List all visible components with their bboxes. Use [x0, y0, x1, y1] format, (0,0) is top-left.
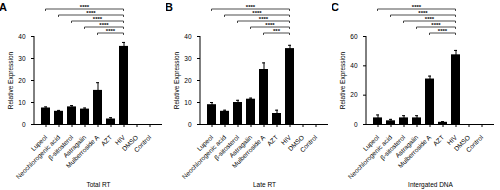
svg-text:β-sitosterol: β-sitosterol	[212, 133, 241, 162]
svg-text:Astragalin: Astragalin	[227, 133, 254, 159]
svg-text:10: 10	[18, 99, 26, 106]
svg-text:30: 30	[18, 55, 26, 62]
svg-text:10: 10	[184, 99, 192, 106]
svg-text:Relative Expression: Relative Expression	[173, 51, 181, 109]
svg-text:HIV: HIV	[113, 133, 127, 147]
svg-text:Relative Expression: Relative Expression	[339, 51, 347, 109]
svg-text:40: 40	[350, 62, 358, 69]
svg-text:20: 20	[184, 77, 192, 84]
svg-text:****: ****	[438, 28, 448, 34]
svg-text:DMSO: DMSO	[120, 133, 140, 153]
svg-text:Late RT: Late RT	[253, 181, 276, 188]
svg-text:Control: Control	[132, 133, 152, 153]
svg-text:20: 20	[18, 77, 26, 84]
svg-text:AZT: AZT	[100, 134, 114, 148]
svg-text:Lupeol: Lupeol	[29, 133, 49, 153]
svg-text:Mulberroside A: Mulberroside A	[397, 133, 433, 169]
svg-text:Astragalin: Astragalin	[61, 133, 88, 159]
svg-text:Mulberroside A: Mulberroside A	[65, 133, 101, 169]
svg-text:β-sitosterol: β-sitosterol	[46, 133, 75, 162]
svg-text:DMSO: DMSO	[452, 133, 472, 153]
svg-text:Total RT: Total RT	[86, 181, 110, 188]
svg-text:AZT: AZT	[266, 134, 280, 148]
svg-text:30: 30	[184, 55, 192, 62]
svg-text:60: 60	[350, 33, 358, 40]
svg-text:0: 0	[354, 121, 358, 128]
svg-text:0: 0	[22, 121, 26, 128]
svg-text:40: 40	[18, 33, 26, 40]
svg-text:B: B	[166, 1, 173, 13]
svg-text:Control: Control	[464, 133, 484, 153]
svg-text:Relative Expression: Relative Expression	[7, 51, 15, 109]
svg-text:DMSO: DMSO	[286, 133, 306, 153]
svg-text:***: ***	[273, 28, 281, 34]
svg-text:Neochlorogenic acid: Neochlorogenic acid	[14, 133, 62, 181]
svg-text:Astragalin: Astragalin	[393, 133, 420, 159]
svg-text:Lupeol: Lupeol	[195, 133, 215, 153]
svg-text:0: 0	[188, 121, 192, 128]
svg-text:A: A	[0, 1, 7, 13]
svg-text:HIV: HIV	[445, 133, 459, 147]
svg-text:C: C	[332, 1, 339, 13]
svg-text:40: 40	[184, 33, 192, 40]
svg-text:Mulberroside A: Mulberroside A	[231, 133, 267, 169]
svg-text:Lupeol: Lupeol	[361, 133, 381, 153]
svg-text:β-sitosterol: β-sitosterol	[378, 133, 407, 162]
svg-text:Neochlorogenic acid: Neochlorogenic acid	[346, 133, 394, 181]
svg-text:****: ****	[106, 28, 116, 34]
svg-text:AZT: AZT	[432, 134, 446, 148]
svg-text:HIV: HIV	[279, 133, 293, 147]
svg-text:20: 20	[350, 91, 358, 98]
svg-text:Intergated DNA: Intergated DNA	[408, 181, 453, 189]
svg-text:Neochlorogenic acid: Neochlorogenic acid	[180, 133, 228, 181]
svg-text:Control: Control	[298, 133, 318, 153]
